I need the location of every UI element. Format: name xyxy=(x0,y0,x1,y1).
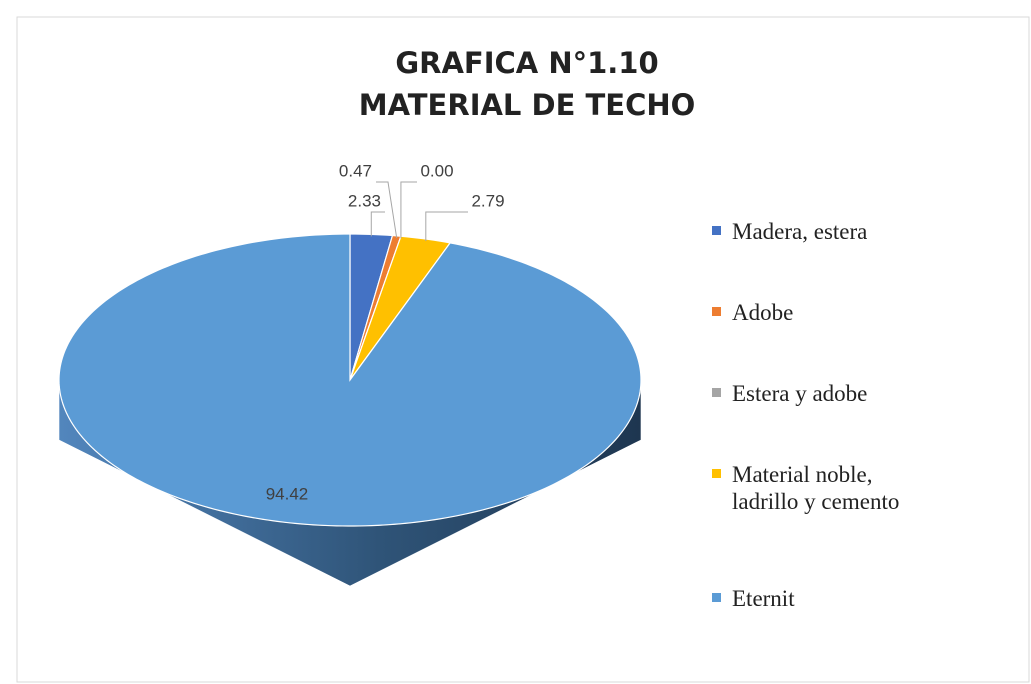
leader-line xyxy=(425,211,468,242)
legend-label: Eternit xyxy=(732,586,795,611)
legend-item: Adobe xyxy=(708,299,1008,326)
legend-label: Estera y adobe xyxy=(732,381,868,406)
legend-swatch xyxy=(712,226,721,235)
data-label: 94.42 xyxy=(266,484,309,503)
legend-label: Material noble, ladrillo y cemento xyxy=(732,462,900,514)
legend-label: Madera, estera xyxy=(732,219,868,244)
legend-label: Adobe xyxy=(732,300,794,325)
legend-item: Madera, estera xyxy=(708,218,1008,245)
leader-line xyxy=(400,181,417,239)
data-label: 0.00 xyxy=(420,161,453,180)
chart-title: GRAFICA N°1.10 xyxy=(395,46,658,80)
data-label: 2.33 xyxy=(348,191,381,210)
leader-line xyxy=(370,211,385,237)
legend-swatch xyxy=(712,469,721,478)
pie-slice xyxy=(58,233,642,527)
chart-title: MATERIAL DE TECHO xyxy=(359,88,696,122)
legend-item: Eternit xyxy=(708,585,1008,612)
legend-item: Estera y adobe xyxy=(708,380,1008,407)
leader-line xyxy=(376,181,398,238)
legend-swatch xyxy=(712,307,721,316)
data-label: 0.47 xyxy=(339,161,372,180)
data-label: 2.79 xyxy=(471,191,504,210)
legend-swatch xyxy=(712,593,721,602)
legend: Madera, estera Adobe Estera y adobe Materia… xyxy=(708,218,1008,612)
legend-swatch xyxy=(712,388,721,397)
legend-item: Material noble, ladrillo y cemento xyxy=(708,461,912,515)
